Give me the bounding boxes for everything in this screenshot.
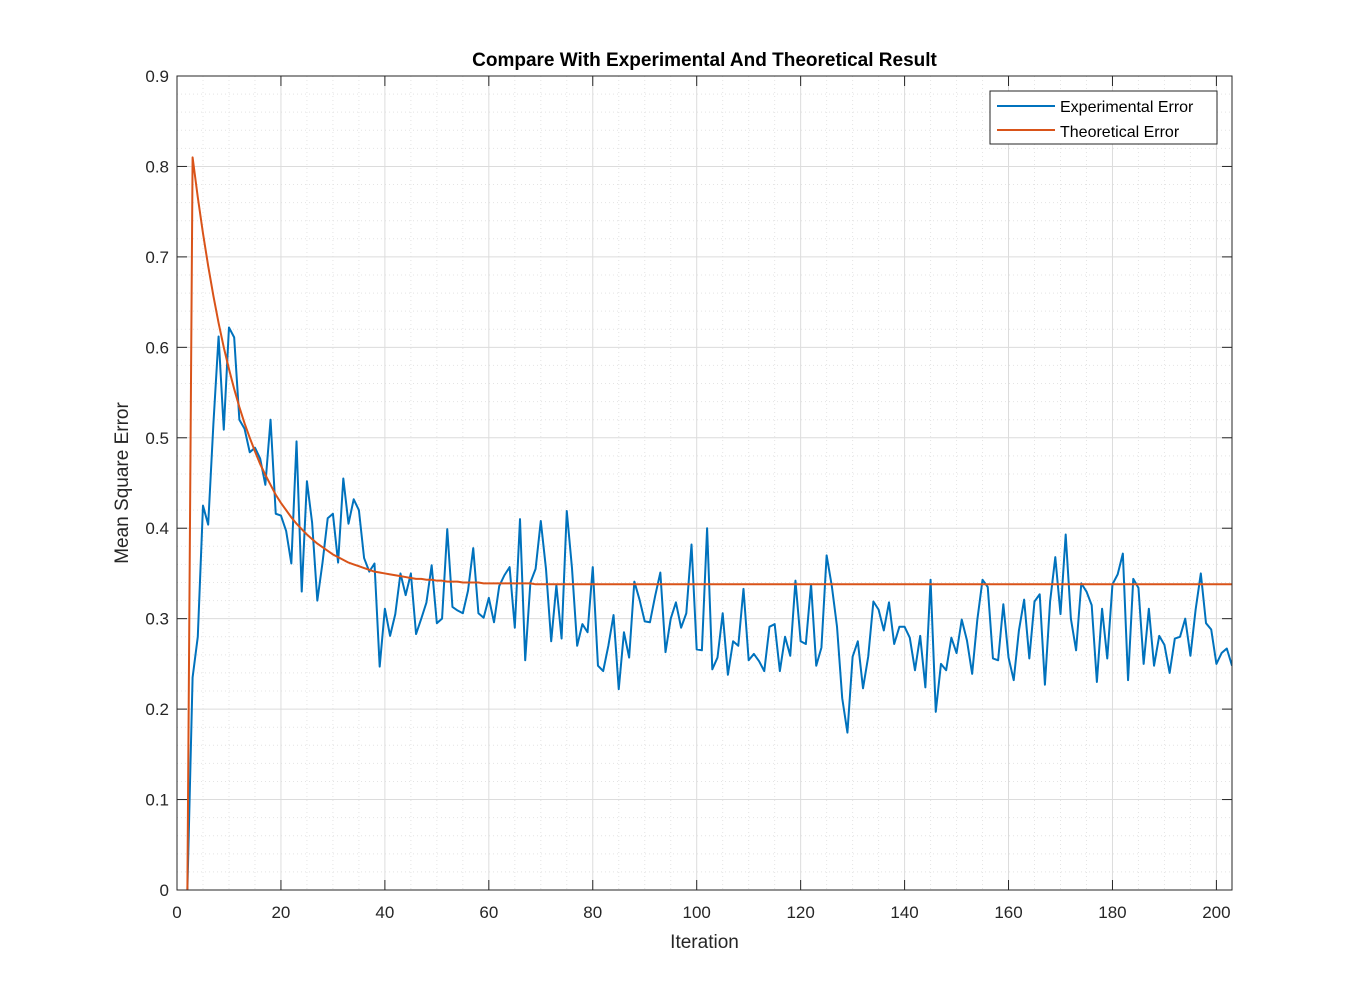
x-tick-label: 120 [786, 903, 814, 922]
chart-title: Compare With Experimental And Theoretica… [472, 50, 937, 71]
y-tick-label: 0.7 [145, 248, 169, 267]
major-grid [176, 75, 1232, 891]
legend: Experimental Error Theoretical Error [989, 90, 1218, 145]
y-tick-label: 0.2 [145, 700, 169, 719]
y-axis-label: Mean Square Error [112, 402, 133, 564]
x-tick-label: 0 [172, 903, 181, 922]
x-tick-label: 200 [1202, 903, 1230, 922]
series-line-experimental-error [186, 326, 1232, 890]
x-axis-label: Iteration [670, 932, 739, 953]
plot-area [177, 76, 1232, 890]
y-tick-labels: 0 0.1 0.2 0.3 0.4 0.5 0.6 0.7 0.8 0.9 [145, 67, 169, 900]
legend-label-theoretical-error: Theoretical Error [1060, 124, 1180, 141]
y-tick-label: 0.4 [145, 519, 169, 538]
series-line-theoretical-error [186, 156, 1232, 890]
y-tick-label: 0.5 [145, 429, 169, 448]
y-tick-label: 0.1 [145, 791, 169, 810]
y-tick-label: 0.8 [145, 157, 169, 176]
y-tick-label: 0.9 [145, 67, 169, 86]
x-tick-label: 180 [1098, 903, 1126, 922]
x-tick-label: 20 [271, 903, 290, 922]
legend-box [989, 90, 1218, 145]
legend-label-experimental-error: Experimental Error [1060, 99, 1194, 116]
axis-ticks [176, 75, 1232, 891]
x-tick-labels: 0 20 40 60 80 100 120 140 160 180 200 [172, 903, 1230, 922]
series-layer [186, 156, 1232, 890]
x-tick-label: 160 [994, 903, 1022, 922]
x-tick-label: 80 [583, 903, 602, 922]
x-tick-label: 40 [375, 903, 394, 922]
x-tick-label: 60 [479, 903, 498, 922]
y-tick-label: 0.6 [145, 338, 169, 357]
y-tick-label: 0 [160, 881, 169, 900]
x-tick-label: 100 [683, 903, 711, 922]
plot-frame [176, 75, 1233, 891]
x-tick-label: 140 [890, 903, 918, 922]
y-tick-label: 0.3 [145, 610, 169, 629]
